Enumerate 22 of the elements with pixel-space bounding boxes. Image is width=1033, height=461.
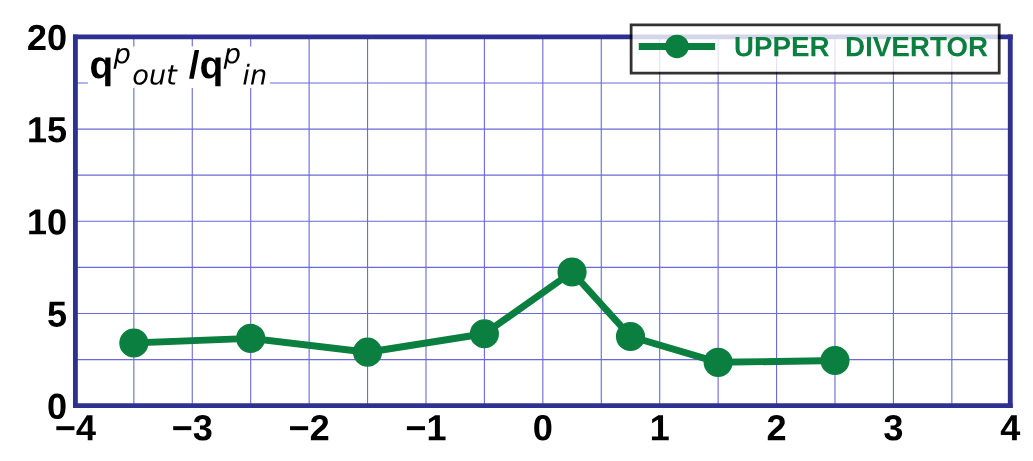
x-tick-label: −1	[406, 415, 446, 441]
y-tick-label: 10	[29, 209, 66, 235]
x-tick-label: 4	[1000, 415, 1021, 441]
point	[236, 323, 266, 353]
y-axis-title: q$^{p}$$_{out}$ /q$^{p}$$_{in}$	[91, 47, 266, 87]
x-tick-label: 1	[651, 415, 669, 441]
point	[820, 345, 850, 376]
point	[469, 319, 499, 349]
point	[119, 328, 149, 358]
x-tick-label: −3	[173, 414, 212, 441]
y-tick-label: 15	[29, 117, 67, 143]
point	[703, 347, 733, 377]
x-tick-label: 3	[884, 414, 903, 441]
point	[352, 337, 383, 367]
point	[615, 321, 646, 352]
point	[557, 257, 587, 287]
x-tick-label: −2	[290, 414, 329, 441]
y-tick-label: 20	[28, 24, 66, 51]
x-tick-label: 2	[767, 414, 786, 441]
y-tick-label: 5	[48, 301, 67, 327]
x-tick-label: 0	[534, 414, 552, 441]
legend-label: UPPER DIVERTOR	[735, 36, 988, 57]
